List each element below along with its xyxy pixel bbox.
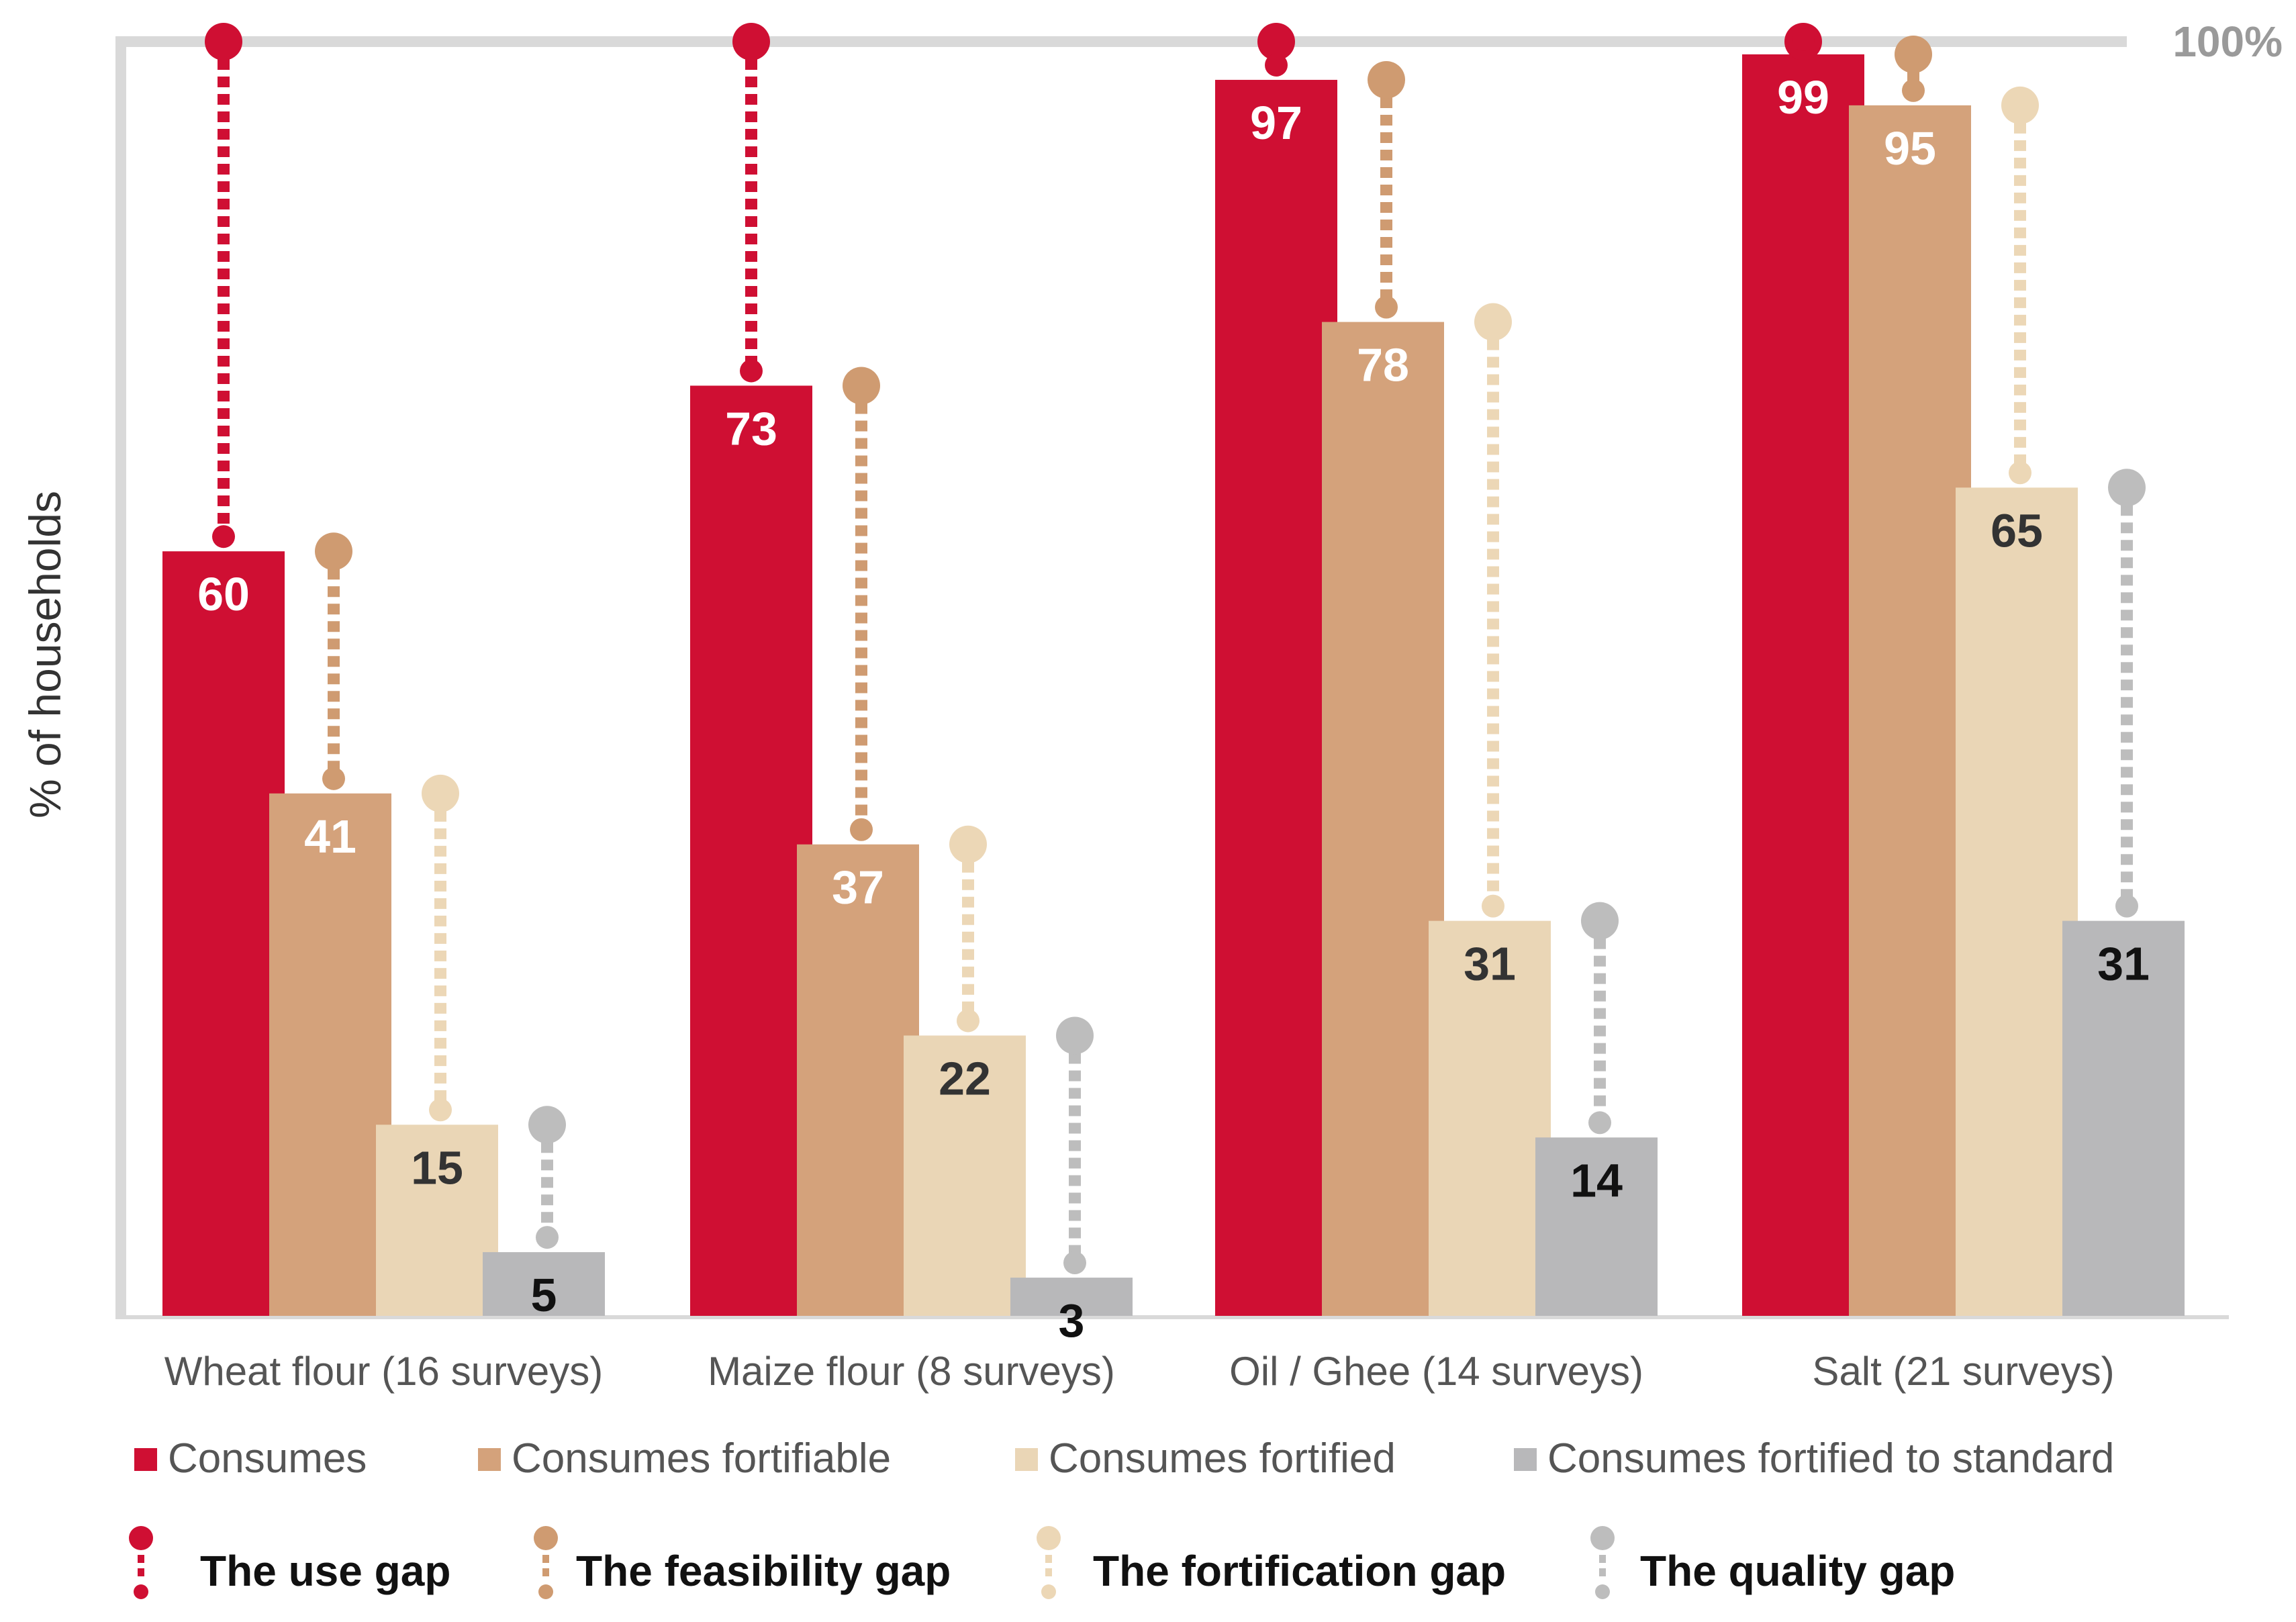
legend-gap-top-dot <box>1590 1526 1615 1550</box>
gap-top-dot <box>1257 23 1295 60</box>
gap-bottom-dot <box>1063 1251 1086 1275</box>
gap-top-dot <box>1895 35 1932 73</box>
bar <box>797 844 919 1316</box>
gap-top-dot <box>1581 902 1619 940</box>
gap-bottom-dot <box>1265 53 1288 77</box>
bar-value-label: 65 <box>1991 504 2043 557</box>
gap-top-dot <box>422 774 459 812</box>
gap-top-dot <box>2001 86 2039 124</box>
bar <box>1742 54 1864 1317</box>
gap-top-dot <box>843 367 880 405</box>
gap-bottom-dot <box>212 525 235 548</box>
bar <box>1849 105 1971 1316</box>
gap-top-dot <box>1474 303 1512 341</box>
legend-label: Consumes fortified to standard <box>1547 1435 2114 1482</box>
bar-value-label: 3 <box>1059 1294 1085 1347</box>
legend-gap-bottom-dot <box>1595 1584 1610 1599</box>
bar-value-label: 5 <box>531 1269 557 1321</box>
gap-bottom-dot <box>536 1226 559 1249</box>
gap-bottom-dot <box>1902 79 1925 102</box>
gap-bottom-dot <box>2115 894 2138 918</box>
gap-bottom-dot <box>1375 295 1398 319</box>
bar <box>483 1252 605 1316</box>
gap-top-dot <box>2108 469 2146 507</box>
bar <box>1322 322 1444 1316</box>
category-label: Maize flour (8 surveys) <box>708 1349 1115 1394</box>
bar-value-label: 14 <box>1570 1154 1623 1206</box>
bar-value-label: 97 <box>1250 97 1302 149</box>
legend-swatch <box>1514 1448 1537 1471</box>
bar <box>1010 1278 1133 1316</box>
legend-label: Consumes fortifiable <box>512 1435 891 1482</box>
bar-value-label: 95 <box>1884 122 1936 175</box>
bar <box>1215 79 1337 1317</box>
gap-bottom-dot <box>2009 461 2031 485</box>
legend-gap-bottom-dot <box>1041 1584 1056 1599</box>
category-label: Salt (21 surveys) <box>1812 1349 2114 1394</box>
bar-value-label: 31 <box>2097 938 2150 990</box>
gap-top-dot <box>1056 1016 1094 1055</box>
legend-gap-bottom-dot <box>134 1584 148 1599</box>
bar-value-label: 78 <box>1357 339 1409 391</box>
gap-bottom-dot <box>957 1009 979 1033</box>
bar <box>1535 1137 1658 1316</box>
bar-value-label: 60 <box>197 568 250 620</box>
bar-value-label: 99 <box>1777 71 1829 124</box>
legend-gap-top-dot <box>1037 1526 1061 1550</box>
gap-bottom-dot <box>1792 28 1815 51</box>
legend-gap-label: The use gap <box>200 1547 450 1595</box>
legend-gap-label: The fortification gap <box>1093 1547 1506 1595</box>
legend-label: Consumes <box>168 1435 367 1482</box>
bar <box>2062 920 2185 1316</box>
legend-gap-bottom-dot <box>538 1584 553 1599</box>
bar-value-label: 31 <box>1464 938 1516 990</box>
bar-value-label: 22 <box>939 1052 991 1104</box>
bar-value-label: 15 <box>411 1141 463 1194</box>
bar <box>1429 920 1551 1316</box>
legend-swatch <box>134 1448 157 1471</box>
gap-top-dot <box>949 825 987 863</box>
gap-bottom-dot <box>1482 894 1504 918</box>
category-label: Wheat flour (16 surveys) <box>164 1349 604 1394</box>
legend-gap-label: The quality gap <box>1640 1547 1955 1595</box>
bar <box>1956 487 2078 1316</box>
bar <box>904 1035 1026 1316</box>
bar <box>269 793 391 1316</box>
bar <box>162 551 285 1317</box>
bar-value-label: 37 <box>832 861 884 914</box>
gap-top-dot <box>528 1106 566 1144</box>
gap-top-dot <box>205 23 242 60</box>
bar-value-label: 41 <box>304 810 356 863</box>
gap-top-dot <box>315 532 352 571</box>
legend-gap-top-dot <box>534 1526 558 1550</box>
legend-gap-label: The feasibility gap <box>576 1547 951 1595</box>
gap-bottom-dot <box>850 818 873 841</box>
category-label: Oil / Ghee (14 surveys) <box>1229 1349 1643 1394</box>
gap-bottom-dot <box>1588 1111 1611 1135</box>
legend-swatch <box>478 1448 501 1471</box>
gap-bottom-dot <box>322 767 345 790</box>
top-reference-label: 100% <box>2172 17 2283 66</box>
bar <box>376 1125 498 1316</box>
bar <box>690 385 812 1317</box>
legend-label: Consumes fortified <box>1049 1435 1396 1482</box>
bar-value-label: 73 <box>725 402 777 455</box>
gap-top-dot <box>1368 60 1405 99</box>
gap-bottom-dot <box>429 1098 452 1122</box>
legend-gap-top-dot <box>129 1526 153 1550</box>
gap-top-dot <box>732 23 770 60</box>
gap-bottom-dot <box>740 359 763 383</box>
y-axis-label: % of households <box>20 491 70 818</box>
legend-swatch <box>1015 1448 1038 1471</box>
